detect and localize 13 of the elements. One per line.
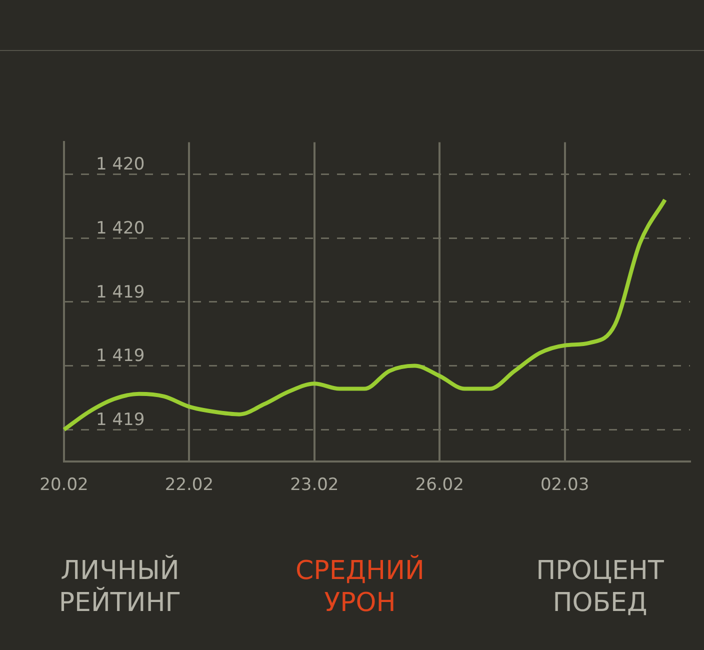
y-tick-label: 1 420 bbox=[96, 218, 145, 238]
y-tick-label: 1 420 bbox=[96, 154, 145, 175]
text: ЛИЧНЫЙ РЕЙТИНГ bbox=[58, 555, 182, 619]
y-tick-label: 1 419 bbox=[96, 410, 145, 430]
y-tick-label: 1 419 bbox=[96, 282, 145, 302]
text: СРЕДНИЙ УРОН bbox=[294, 555, 426, 619]
x-tick-label: 26.02 bbox=[415, 475, 464, 496]
x-tick-label: 02.03 bbox=[540, 475, 590, 496]
y-tick-label: 1 419 bbox=[96, 346, 145, 366]
x-tick-label: 22.02 bbox=[164, 475, 214, 496]
text: ПРОЦЕНТ ПОБЕД bbox=[535, 555, 665, 619]
x-tick-label: 23.02 bbox=[290, 475, 339, 496]
x-tick-label: 20.02 bbox=[40, 475, 88, 496]
